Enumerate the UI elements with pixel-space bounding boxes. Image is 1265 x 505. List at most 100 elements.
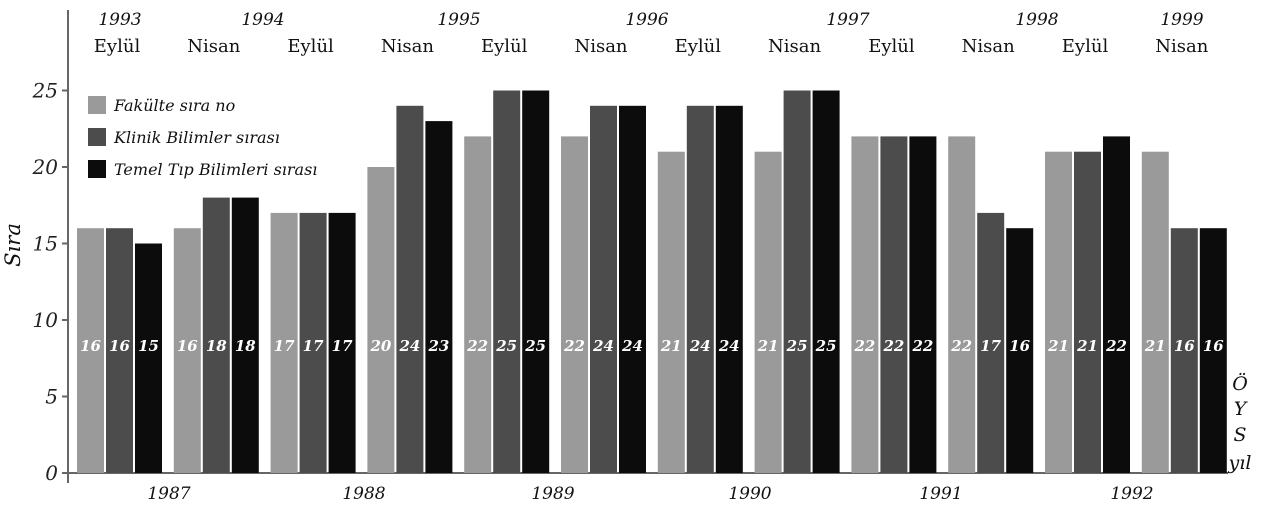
bar [590, 105, 617, 474]
bar-value-label: 20 [369, 337, 391, 355]
session-label: Nisan [768, 36, 821, 57]
bar [77, 228, 104, 473]
bar [657, 151, 685, 473]
bar [270, 212, 298, 473]
bar-value-label: 24 [398, 337, 420, 355]
bar [754, 151, 782, 473]
y-tick-label: 15 [33, 232, 58, 256]
bottom-year-label: 1990 [728, 484, 771, 504]
bar-value-label: 21 [757, 337, 779, 355]
bar [464, 136, 492, 473]
bar-value-label: 22 [950, 337, 972, 355]
bottom-year-label: 1987 [147, 484, 190, 504]
bar-value-label: 17 [332, 337, 353, 355]
session-label: Eylül [1062, 36, 1109, 57]
legend-swatch [88, 96, 106, 114]
legend-label: Fakülte sıra no [113, 96, 235, 115]
bottom-year-label: 1989 [531, 484, 574, 504]
bar-value-label: 25 [495, 337, 517, 355]
bar [299, 212, 327, 473]
bar-value-label: 21 [1047, 337, 1069, 355]
bar [948, 136, 976, 473]
legend-label: Klinik Bilimler sırası [113, 128, 280, 147]
bar [1074, 151, 1101, 473]
bar-value-label: 22 [563, 337, 585, 355]
bar [619, 105, 646, 474]
bar-value-label: 25 [815, 337, 837, 355]
session-label: Eylül [94, 36, 141, 57]
session-label: Eylül [481, 36, 528, 57]
top-year-label: 1997 [826, 10, 869, 30]
legend: Fakülte sıra no Klinik Bilimler sırası Tem… [88, 96, 317, 179]
bar [231, 197, 259, 473]
session-label: Eylül [287, 36, 334, 57]
bar-value-label: 17 [274, 337, 295, 355]
bar [977, 212, 1005, 473]
right-axis-label: Ö [1232, 372, 1248, 395]
top-year-label: 1996 [625, 10, 668, 30]
bar-value-label: 24 [621, 337, 643, 355]
bar-value-label: 16 [109, 337, 130, 355]
session-label: Eylül [675, 36, 722, 57]
top-year-label: 1993 [98, 10, 141, 30]
bottom-year-label: 1991 [919, 484, 962, 504]
bar [1170, 228, 1198, 473]
y-tick-label: 25 [32, 79, 58, 103]
bar-value-label: 16 [80, 337, 101, 355]
y-tick-label: 20 [32, 155, 59, 179]
bar-value-label: 16 [1009, 337, 1030, 355]
bar-value-label: 16 [1174, 337, 1195, 355]
bar [106, 228, 133, 473]
session-label: Eylül [868, 36, 915, 57]
bar [202, 197, 230, 473]
bar [880, 136, 908, 473]
bar-value-label: 22 [911, 337, 933, 355]
bar-value-label: 18 [206, 337, 227, 355]
bar-value-label: 17 [980, 337, 1001, 355]
bar [715, 105, 743, 474]
bar [135, 243, 162, 473]
bar [561, 136, 588, 473]
y-tick-label: 10 [33, 308, 59, 332]
legend-swatch [88, 160, 106, 178]
bar-value-label: 23 [427, 337, 449, 355]
bar-value-label: 22 [466, 337, 488, 355]
bar [686, 105, 714, 474]
bar [425, 121, 453, 473]
bar [1045, 151, 1072, 473]
bar-value-label: 15 [138, 337, 159, 355]
right-axis-label: S [1233, 424, 1246, 446]
bar [173, 228, 201, 473]
bar-value-label: 21 [1144, 337, 1166, 355]
y-axis-label: Sıra [1, 223, 25, 267]
bar [851, 136, 879, 473]
bar [493, 90, 521, 473]
right-axis-label: Y [1234, 398, 1249, 420]
bar-value-label: 18 [235, 337, 256, 355]
bar [367, 167, 395, 473]
bar-value-label: 16 [1203, 337, 1224, 355]
bar [522, 90, 550, 473]
legend-label: Temel Tıp Bilimleri sırası [114, 160, 317, 179]
bar-value-label: 24 [689, 337, 711, 355]
bar [328, 212, 356, 473]
top-year-label: 1999 [1160, 10, 1203, 30]
bar-value-label: 22 [1105, 337, 1127, 355]
bar-value-label: 24 [718, 337, 740, 355]
bar-value-label: 22 [882, 337, 904, 355]
right-axis-label: yıl [1228, 452, 1252, 474]
bar-value-label: 25 [786, 337, 808, 355]
bar-value-label: 21 [660, 337, 682, 355]
bar [1199, 228, 1227, 473]
legend-swatch [88, 128, 106, 146]
top-year-label: 1995 [437, 10, 480, 30]
top-year-label: 1998 [1015, 10, 1058, 30]
session-label: Nisan [574, 36, 627, 57]
session-label: Nisan [962, 36, 1015, 57]
bar [1103, 136, 1130, 473]
bar-value-label: 16 [177, 337, 198, 355]
top-year-label: 1994 [241, 10, 284, 30]
y-tick-label: 0 [45, 461, 58, 485]
bottom-year-label: 1988 [342, 484, 385, 504]
bar [1141, 151, 1169, 473]
